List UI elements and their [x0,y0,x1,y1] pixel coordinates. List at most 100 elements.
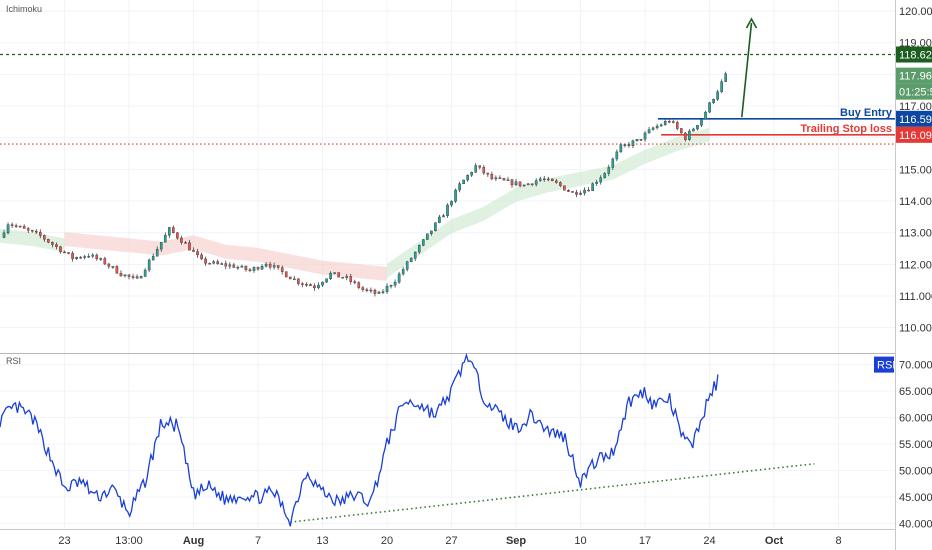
candle-body-97 [393,281,397,286]
candle [155,246,159,257]
candle-body-29 [119,273,123,277]
candle [176,232,179,240]
candle-body-112 [454,189,457,202]
time-tick-label-6: 27 [445,535,457,547]
candle-body-42 [172,227,175,233]
candle [264,262,268,268]
level-tag-buy-entry-text: 116.597 [899,114,932,126]
candle-body-25 [103,258,107,265]
candle [704,110,707,120]
candle [337,272,340,278]
candle [172,225,175,234]
candle [684,131,687,142]
candle-body-102 [413,251,417,259]
candle [430,230,433,236]
candle-body-13 [55,244,58,247]
candle-body-145 [587,189,590,192]
candle-body-41 [168,227,171,236]
candle-body-62 [252,267,256,271]
candle [43,234,46,242]
candle [196,248,199,258]
candle-body-85 [345,276,349,279]
candle [567,189,570,193]
candle-body-151 [611,158,615,168]
axis-tags: 118.628 116.597 116.091 117.961 01:25:53 RSI [874,46,932,373]
candle-body-98 [397,273,401,283]
candle [329,271,332,281]
candle-body-10 [43,235,46,240]
time-tick-label-9: 17 [639,535,651,547]
candle-body-164 [663,121,667,126]
candle-body-40 [163,234,167,243]
candle-body-100 [405,261,409,270]
level-tag-trailing-stop-loss-bg [896,126,932,143]
candle [139,275,143,279]
candle-body-88 [357,282,361,288]
candle-body-104 [422,239,425,246]
candle [546,176,550,182]
candle-body-124 [502,178,506,181]
candle-body-140 [567,190,570,192]
candle-body-53 [216,261,220,264]
rsi-tick-label-0: 40.0000 [899,519,932,531]
candle [720,79,723,94]
candle-body-134 [542,178,546,181]
candle-body-111 [450,201,453,206]
candle-body-34 [139,276,143,279]
candle [623,143,627,148]
candle [357,281,361,290]
candle-body-147 [595,181,598,184]
last-price-tag-text: 117.961 [899,71,932,83]
candle-body-61 [248,269,252,271]
candle-body-91 [369,289,373,292]
candle-body-19 [79,256,82,259]
rsi-tick-label-3: 55.0000 [899,439,932,451]
candle [107,262,111,269]
candle [232,262,236,268]
candle-body-1 [6,224,10,234]
candle-body-150 [607,167,611,174]
candle-body-8 [34,230,38,233]
candle [494,175,498,182]
candle-body-78 [317,284,320,289]
rsi-series-tag-text: RSI [877,360,895,372]
candle-body-43 [176,232,179,239]
rsi-series-tag-bg [874,356,894,373]
rsi-tick-label-1: 45.0000 [899,492,932,504]
candle [79,256,82,259]
candle-body-158 [639,139,643,141]
level-tag-target-text: 118.628 [899,50,932,62]
candle [244,265,248,272]
candle [284,271,288,278]
candle [71,251,74,262]
candle-body-135 [546,178,550,181]
candle-body-80 [325,278,328,283]
level-tag-trailing-stop-loss-text: 116.091 [899,130,932,142]
candle-body-22 [91,254,95,257]
candle-body-116 [470,172,473,176]
candle-body-170 [688,130,691,140]
candle-body-122 [494,177,498,180]
candle-body-15 [63,251,66,254]
candle [220,262,224,265]
candle-body-95 [385,285,389,292]
candle [301,282,304,288]
candle [353,279,357,285]
candle-body-26 [107,263,111,267]
time-axis-background [0,529,932,550]
candle-body-73 [297,278,300,284]
rsi-tick-label-5: 65.0000 [899,386,932,398]
candle [454,188,457,204]
candle-body-75 [305,284,308,286]
time-tick-label-12: 8 [835,535,841,547]
candle [240,264,244,268]
time-tick-label-1: 13:00 [115,535,143,547]
candle [321,281,324,287]
candle [708,101,711,114]
candle-body-93 [377,291,381,294]
candle-body-57 [232,264,236,268]
candle [409,257,413,263]
candle-body-18 [75,256,78,260]
candle [458,181,461,193]
